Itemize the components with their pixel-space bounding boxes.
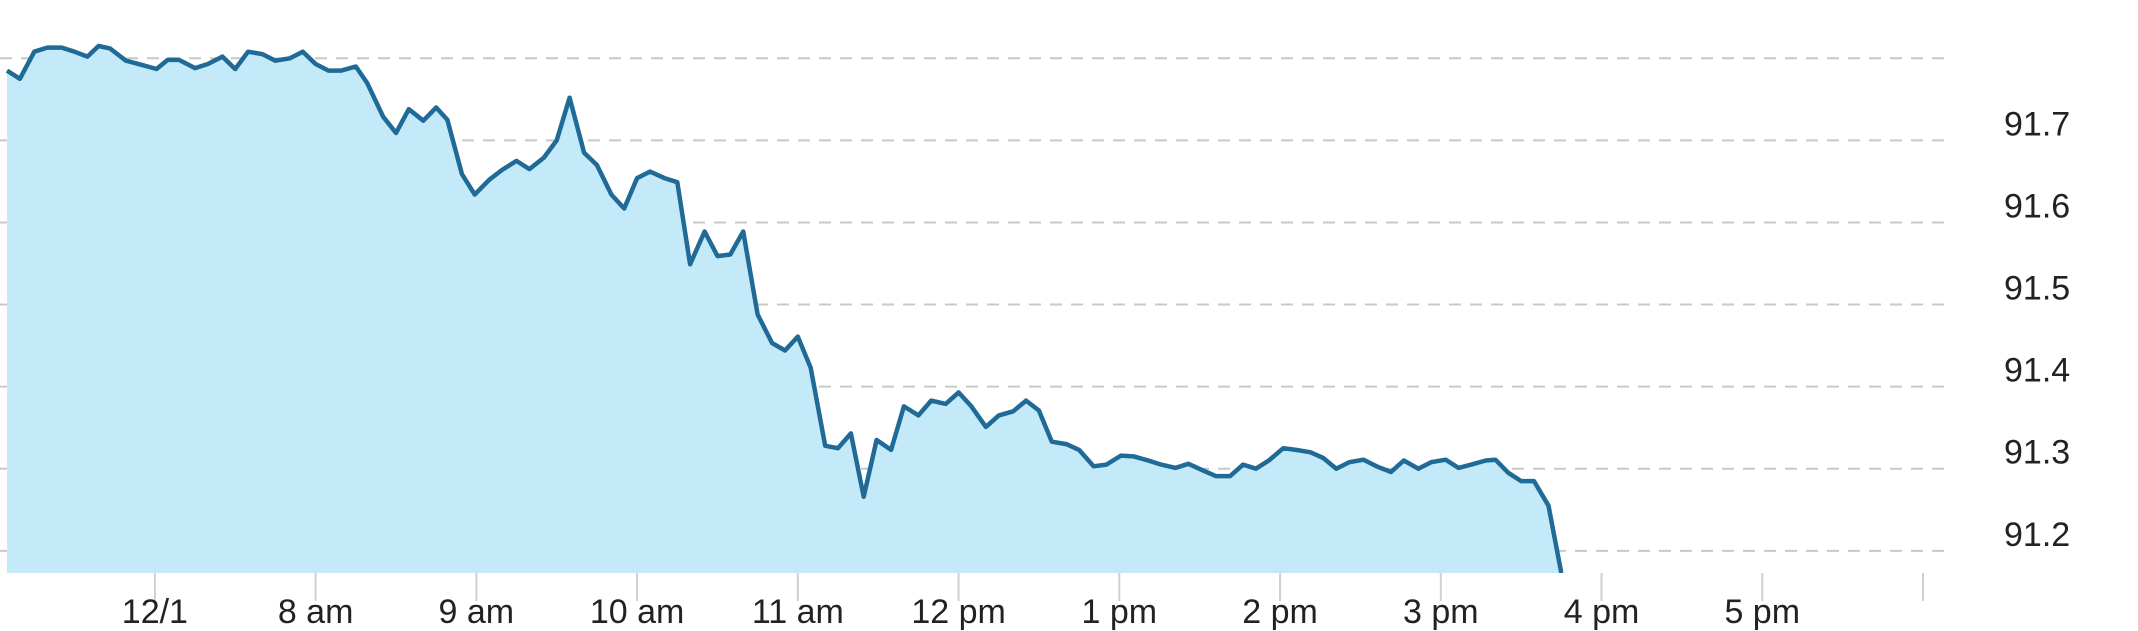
x-tick-label: 12/1 xyxy=(122,593,188,631)
x-tick-label: 9 am xyxy=(439,593,515,631)
x-tick-label: 10 am xyxy=(590,593,685,631)
x-tick-label: 5 pm xyxy=(1724,593,1800,631)
y-tick-label: 91.6 xyxy=(2004,187,2070,225)
plot-area xyxy=(5,43,1564,573)
y-tick-label: 91.5 xyxy=(2004,270,2070,308)
y-tick-label: 91.7 xyxy=(2004,105,2070,143)
y-tick-label: 91.2 xyxy=(2004,516,2070,554)
y-tick-label: 91.4 xyxy=(2004,352,2070,390)
y-tick-label: 91.3 xyxy=(2004,434,2070,472)
x-tick-label: 12 pm xyxy=(911,593,1006,631)
x-tick-label: 1 pm xyxy=(1082,593,1158,631)
x-tick-label: 11 am xyxy=(752,593,844,631)
x-tick-label: 3 pm xyxy=(1403,593,1479,631)
area-fill xyxy=(7,46,1562,573)
x-tick-label: 2 pm xyxy=(1242,593,1318,631)
x-tick-label: 8 am xyxy=(278,593,354,631)
x-tick-label: 4 pm xyxy=(1564,593,1640,631)
price-line xyxy=(5,43,1564,573)
